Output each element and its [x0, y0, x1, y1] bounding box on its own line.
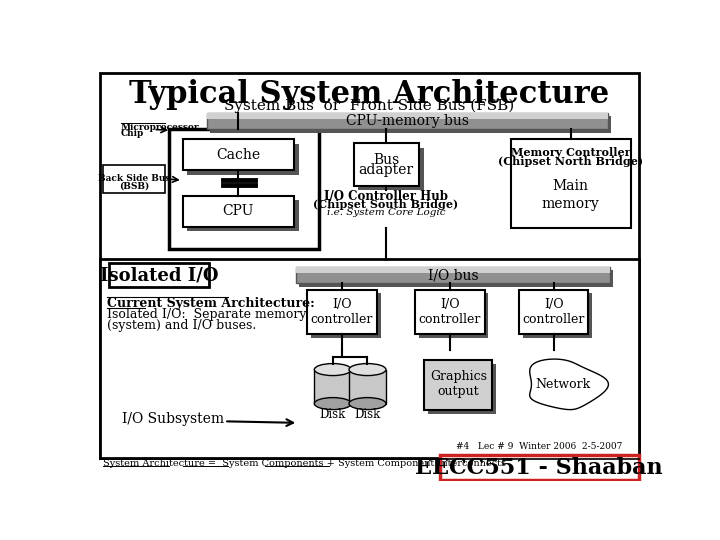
- Bar: [296, 267, 610, 284]
- Bar: [207, 112, 608, 130]
- Bar: [187, 144, 299, 175]
- Text: (Chipset North Bridge): (Chipset North Bridge): [498, 156, 643, 167]
- Text: Isolated I/O:  Separate memory: Isolated I/O: Separate memory: [107, 308, 307, 321]
- Bar: [168, 130, 319, 249]
- Text: I/O Controller Hub: I/O Controller Hub: [324, 190, 448, 202]
- Bar: [511, 139, 631, 228]
- Bar: [349, 369, 386, 403]
- Text: Bus: Bus: [373, 153, 399, 167]
- Text: Typical System Architecture: Typical System Architecture: [129, 79, 609, 110]
- Text: I/O bus: I/O bus: [428, 268, 478, 282]
- Text: CPU: CPU: [222, 204, 253, 218]
- Text: Back Side Bus: Back Side Bus: [98, 174, 171, 183]
- Text: Cache: Cache: [216, 148, 260, 162]
- Bar: [523, 294, 593, 338]
- Bar: [299, 269, 613, 287]
- Text: Microprocessor: Microprocessor: [121, 123, 199, 132]
- Ellipse shape: [349, 397, 386, 410]
- Text: I/O
controller: I/O controller: [418, 298, 481, 326]
- Bar: [428, 363, 496, 414]
- Bar: [307, 289, 377, 334]
- Ellipse shape: [349, 363, 386, 376]
- Text: I/O
controller: I/O controller: [311, 298, 373, 326]
- Ellipse shape: [315, 363, 351, 376]
- Bar: [519, 289, 588, 334]
- Bar: [296, 267, 610, 273]
- Text: (system) and I/O buses.: (system) and I/O buses.: [107, 319, 256, 332]
- Text: Disk: Disk: [320, 408, 346, 421]
- Bar: [311, 294, 381, 338]
- Bar: [315, 369, 351, 403]
- Bar: [440, 455, 639, 480]
- Text: Chip: Chip: [121, 130, 144, 138]
- Text: System Bus  or  Front Side Bus (FSB): System Bus or Front Side Bus (FSB): [224, 99, 514, 113]
- Text: CPU-memory bus: CPU-memory bus: [346, 114, 469, 128]
- Bar: [210, 116, 611, 132]
- Text: I/O Subsystem: I/O Subsystem: [122, 412, 224, 426]
- Bar: [207, 112, 608, 119]
- Text: Disk: Disk: [354, 408, 381, 421]
- Text: #4   Lec # 9  Winter 2006  2-5-2007: #4 Lec # 9 Winter 2006 2-5-2007: [456, 442, 622, 451]
- Bar: [359, 148, 423, 190]
- Bar: [187, 200, 299, 231]
- Text: EECC551 - Shaaban: EECC551 - Shaaban: [415, 456, 663, 478]
- Text: I/O
controller: I/O controller: [523, 298, 585, 326]
- Text: (Chipset South Bridge): (Chipset South Bridge): [313, 199, 459, 210]
- Text: (BSB): (BSB): [119, 182, 149, 191]
- Bar: [183, 195, 294, 226]
- Bar: [415, 289, 485, 334]
- Bar: [104, 165, 165, 193]
- Bar: [425, 360, 492, 410]
- Bar: [354, 143, 419, 186]
- Text: i.e. System Core Logic: i.e. System Core Logic: [327, 208, 445, 217]
- Text: adapter: adapter: [359, 163, 413, 177]
- Bar: [419, 294, 488, 338]
- Text: Network: Network: [536, 378, 590, 391]
- Ellipse shape: [315, 397, 351, 410]
- Text: Isolated I/O: Isolated I/O: [99, 266, 218, 284]
- Bar: [109, 264, 209, 287]
- Text: Memory Controller: Memory Controller: [511, 147, 631, 158]
- Polygon shape: [530, 359, 608, 410]
- Text: Graphics
output: Graphics output: [430, 370, 487, 399]
- Bar: [183, 139, 294, 170]
- Text: System Architecture =  System Components + System Component Interconnects: System Architecture = System Components …: [102, 459, 505, 468]
- Bar: [99, 259, 639, 457]
- Text: Main
memory: Main memory: [542, 179, 600, 211]
- Text: Current System Architecture:: Current System Architecture:: [107, 298, 315, 310]
